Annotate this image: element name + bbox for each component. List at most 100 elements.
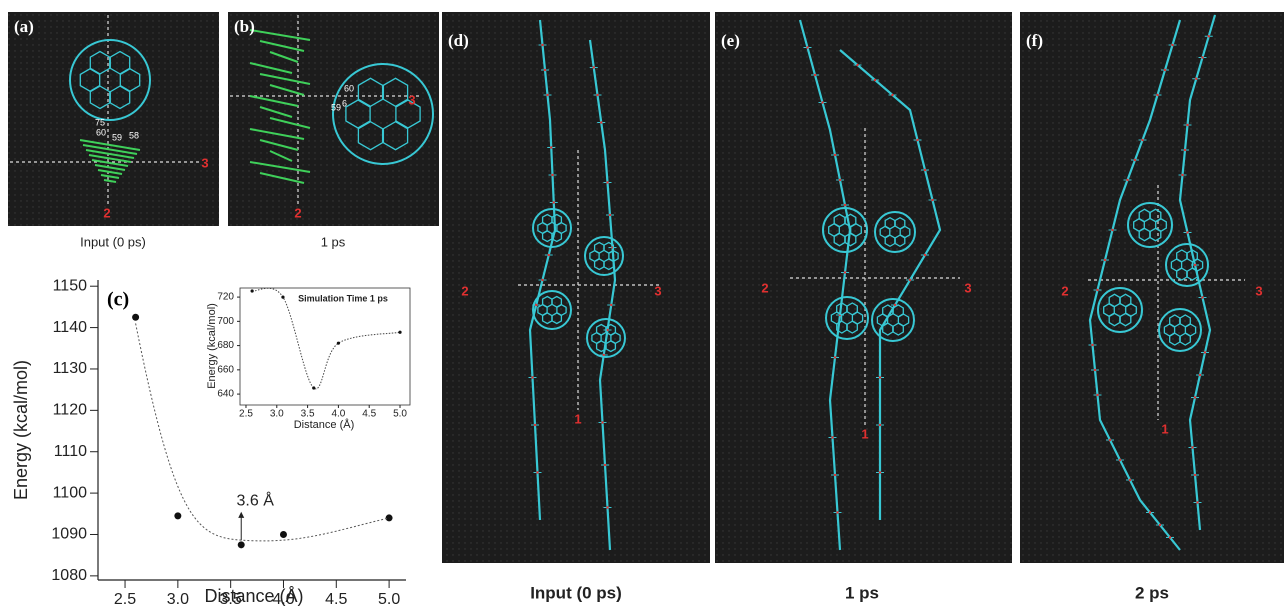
- o-atom: [1126, 179, 1128, 181]
- axis-number: 2: [761, 280, 768, 295]
- o-atom: [609, 214, 611, 216]
- o-atom: [531, 376, 533, 378]
- axis-number: 2: [294, 205, 301, 220]
- o-atom: [834, 474, 836, 476]
- o-atom: [1191, 446, 1193, 448]
- axis-number: 1: [574, 411, 581, 426]
- y-tick-label: 700: [217, 316, 234, 327]
- data-point: [132, 314, 139, 321]
- caption: 1 ps: [845, 583, 879, 602]
- data-point: [281, 295, 284, 298]
- y-tick-label: 1110: [54, 443, 87, 460]
- data-point: [174, 512, 181, 519]
- o-atom: [1134, 159, 1136, 161]
- o-atom: [924, 254, 926, 256]
- o-atom: [610, 304, 612, 306]
- y-tick-label: 720: [217, 292, 234, 303]
- o-atom: [1104, 259, 1106, 261]
- o-atom: [874, 79, 876, 81]
- o-atom: [553, 201, 555, 203]
- axis-number: 1: [861, 426, 868, 441]
- x-tick-label: 5.0: [378, 591, 400, 606]
- o-atom: [1159, 524, 1161, 526]
- y-axis-title: Energy (kcal/mol): [11, 360, 31, 500]
- panel-label: (b): [234, 17, 255, 36]
- o-atom: [1141, 139, 1143, 141]
- axis-number: 3: [201, 155, 208, 170]
- o-atom: [606, 506, 608, 508]
- atom-label: 60: [344, 83, 354, 93]
- o-atom: [541, 44, 543, 46]
- o-atom: [551, 174, 553, 176]
- panel-label: (a): [14, 17, 34, 36]
- atom-label: 59: [112, 132, 122, 142]
- o-atom: [924, 169, 926, 171]
- o-atom: [541, 279, 543, 281]
- o-atom: [879, 471, 881, 473]
- o-atom: [1171, 44, 1173, 46]
- o-atom: [1164, 69, 1166, 71]
- axis-number: 3: [1255, 283, 1262, 298]
- figure: (a) (b) (d) (e) (f) 2 3 2 3 1 2 3 1 2 3 …: [0, 0, 1287, 606]
- x-tick-label: 4.0: [331, 409, 345, 420]
- o-atom: [891, 94, 893, 96]
- o-atom: [1169, 536, 1171, 538]
- annotation: 3.6 Å: [237, 491, 275, 510]
- data-point: [337, 342, 340, 345]
- o-atom: [909, 279, 911, 281]
- o-atom: [1096, 394, 1098, 396]
- panel-label: (f): [1026, 31, 1043, 50]
- panel-label: (c): [107, 289, 129, 311]
- o-atom: [1184, 149, 1186, 151]
- x-tick-label: 2.5: [239, 409, 253, 420]
- o-atom: [844, 271, 846, 273]
- data-point: [280, 531, 287, 538]
- o-atom: [548, 254, 550, 256]
- y-tick-label: 660: [217, 364, 234, 375]
- o-atom: [1204, 351, 1206, 353]
- o-atom: [834, 154, 836, 156]
- panel-label: (e): [721, 31, 740, 50]
- panel-d-bg: [442, 12, 710, 563]
- axis-number: 3: [964, 280, 971, 295]
- y-tick-label: 1140: [53, 319, 88, 336]
- o-atom: [1186, 124, 1188, 126]
- panel-label: (d): [448, 31, 469, 50]
- o-atom: [550, 146, 552, 148]
- o-atom: [601, 421, 603, 423]
- o-atom: [596, 94, 598, 96]
- x-tick-label: 3.0: [270, 409, 284, 420]
- x-tick-label: 3.5: [301, 409, 315, 420]
- x-tick-label: 4.0: [272, 591, 294, 606]
- atom-label: 60: [96, 127, 106, 137]
- y-tick-label: 1130: [53, 360, 88, 377]
- inset-y-title: Energy (kcal/mol): [206, 303, 218, 389]
- o-atom: [546, 94, 548, 96]
- atom-label: 75: [95, 117, 105, 127]
- o-atom: [1119, 459, 1121, 461]
- axis-number: 2: [1061, 283, 1068, 298]
- o-atom: [1201, 56, 1203, 58]
- y-tick-label: 1080: [51, 567, 87, 584]
- page: {"panels":[ {"label":"(a)","caption":"In…: [0, 0, 1287, 606]
- o-atom: [916, 139, 918, 141]
- o-atom: [821, 101, 823, 103]
- panel-f-bg: [1020, 12, 1284, 563]
- o-atom: [535, 304, 537, 306]
- y-tick-label: 1120: [53, 402, 88, 419]
- atom-label: 58: [129, 130, 139, 140]
- o-atom: [1196, 501, 1198, 503]
- inset-title: Simulation Time 1 ps: [298, 293, 388, 303]
- data-point: [398, 331, 401, 334]
- o-atom: [1156, 94, 1158, 96]
- o-atom: [536, 471, 538, 473]
- o-atom: [1186, 231, 1188, 233]
- axis-number: 3: [654, 283, 661, 298]
- o-atom: [606, 181, 608, 183]
- o-atom: [1149, 511, 1151, 513]
- o-atom: [1199, 374, 1201, 376]
- y-tick-label: 1090: [51, 526, 87, 543]
- data-point: [238, 541, 245, 548]
- caption: Input (0 ps): [80, 234, 146, 249]
- o-atom: [1129, 479, 1131, 481]
